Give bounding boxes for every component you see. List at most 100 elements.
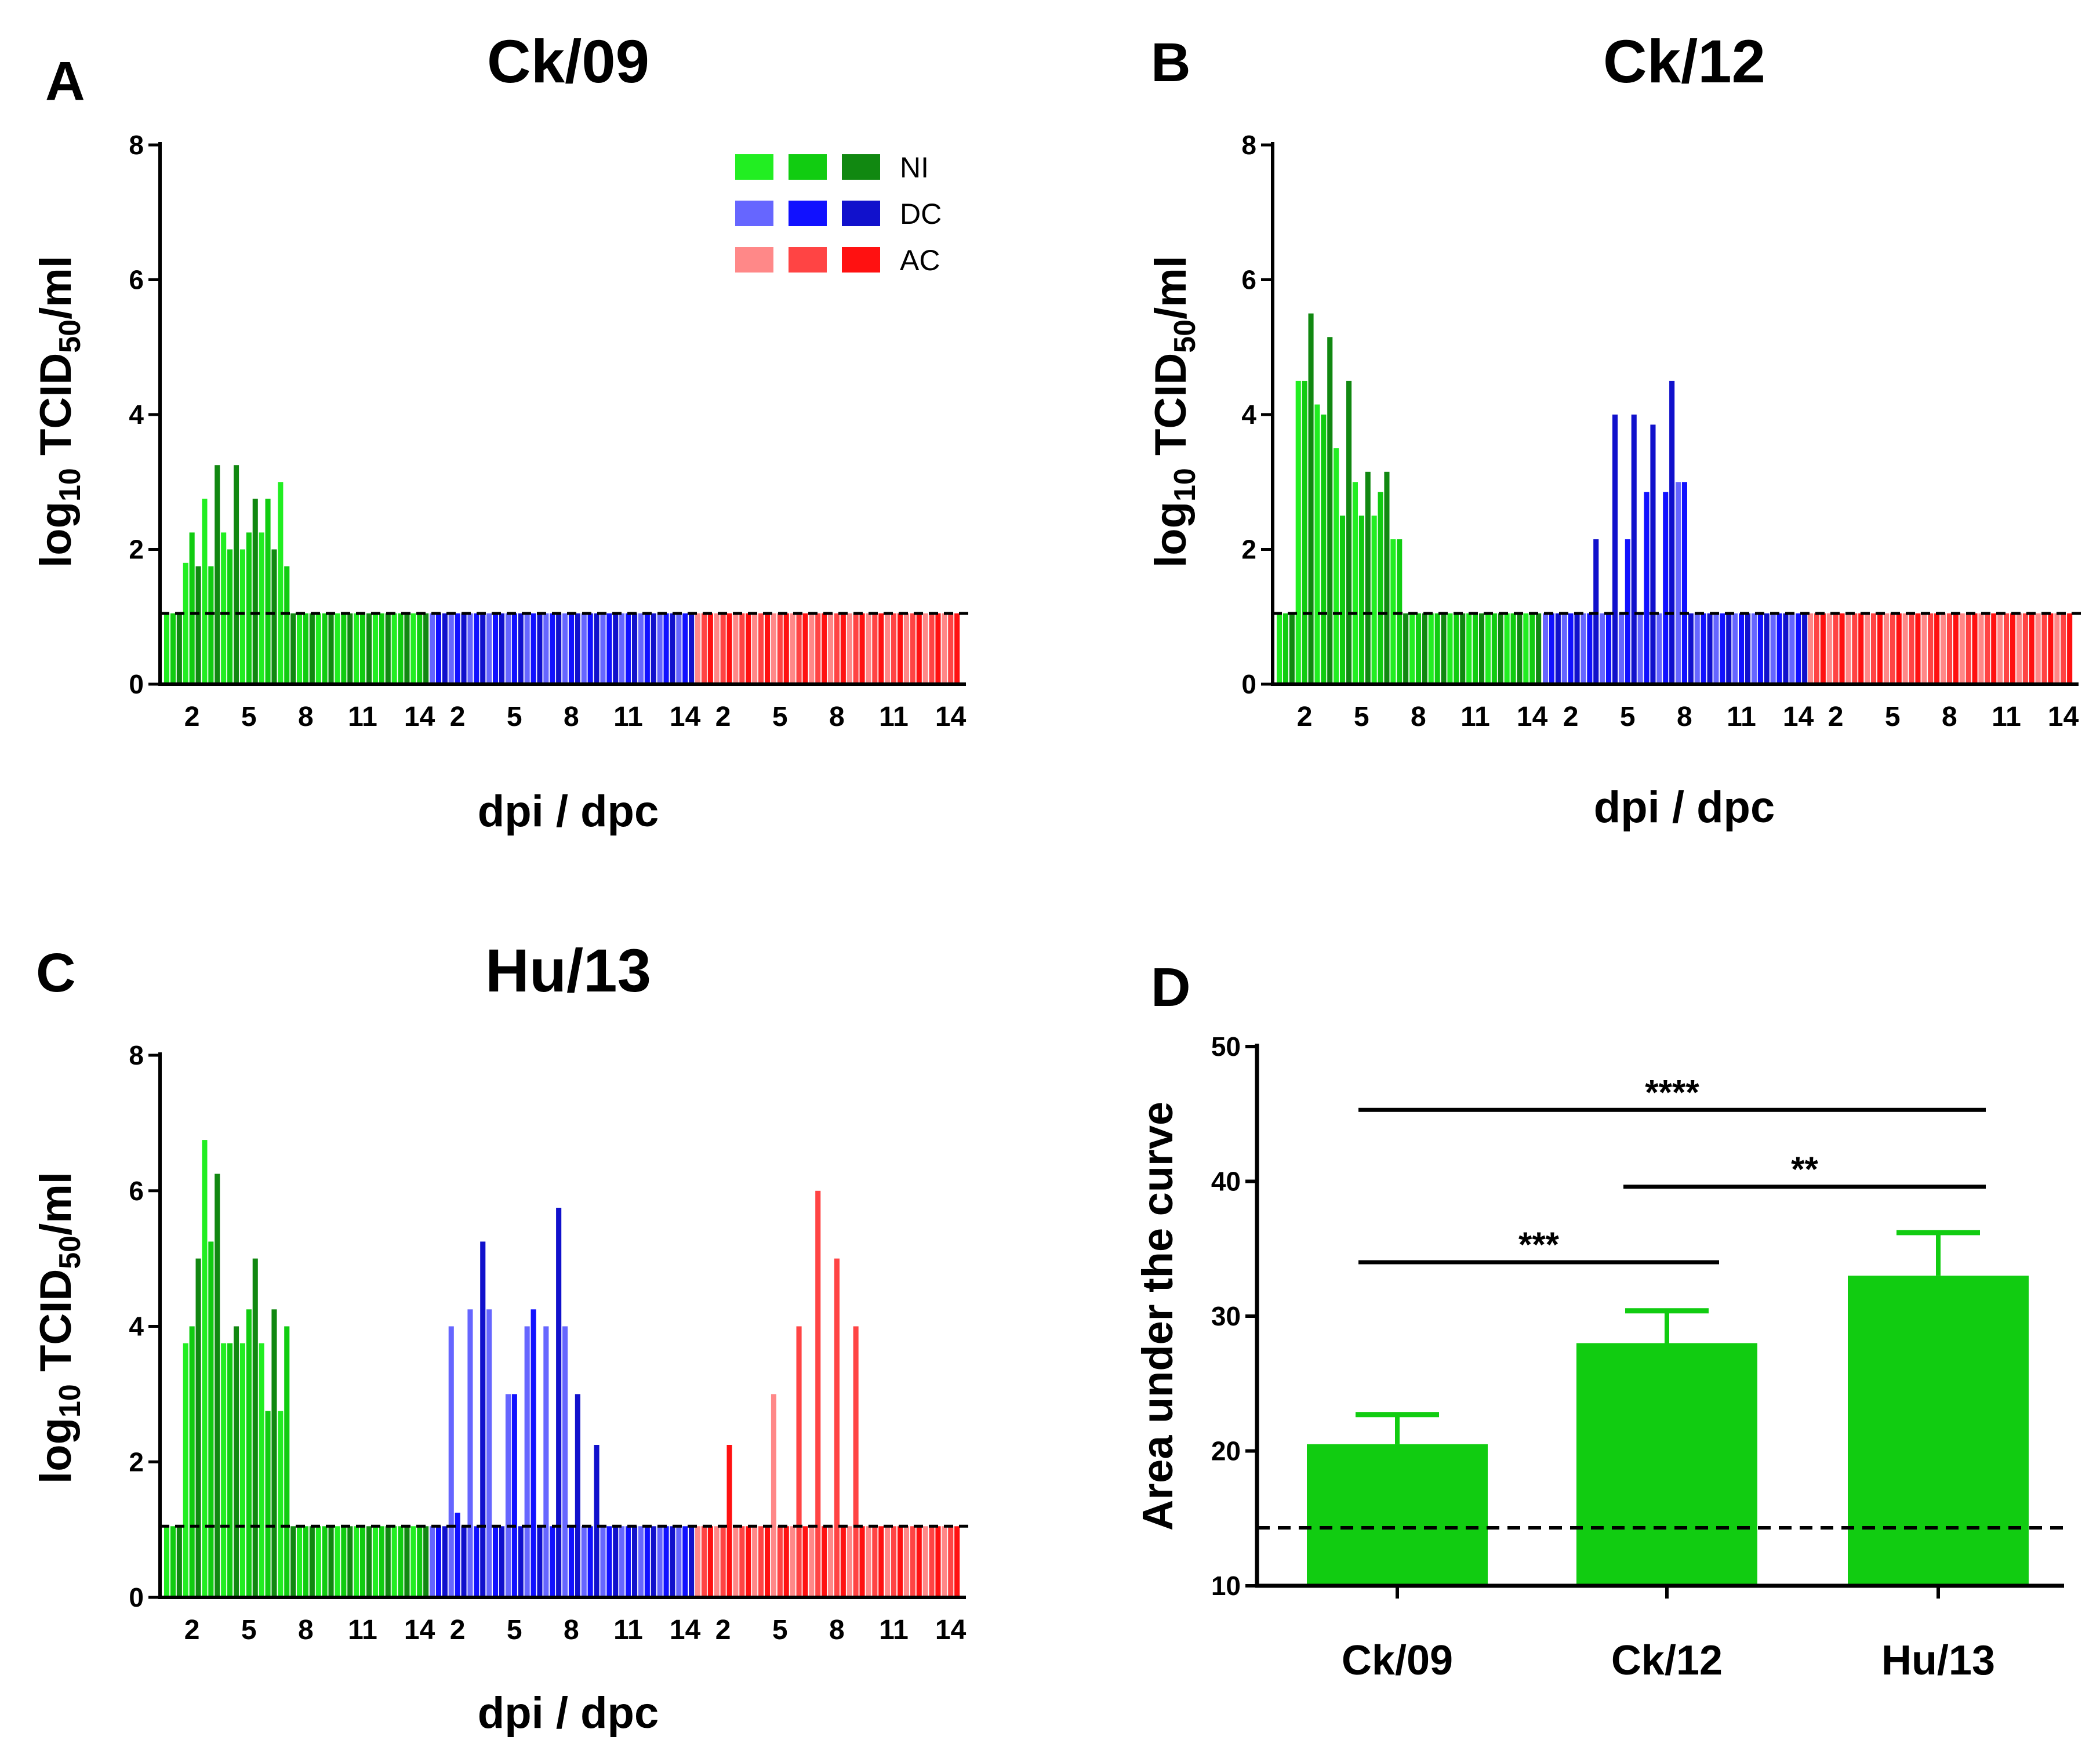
- bar-ni-day8-s2: [1415, 613, 1421, 684]
- panel-b-xtick-ac-11: 11: [1992, 702, 2021, 732]
- bar-ac-day7-s3: [822, 1526, 827, 1597]
- legend-swatch-ni-2: [789, 154, 827, 180]
- bar-dc-day1-s1: [430, 613, 435, 684]
- panel-c-xtick-dc-11: 11: [613, 1615, 643, 1645]
- bar-ni-day5-s2: [1358, 515, 1364, 684]
- panel-d-ytick-40: 40: [1211, 1167, 1241, 1197]
- bar-ac-day10-s2: [872, 1526, 878, 1597]
- bar-dc-day11-s1: [619, 1526, 625, 1597]
- panel-a-ylabel-tcid: TCID: [31, 353, 81, 468]
- panel-d-letter: D: [1151, 957, 1191, 1018]
- bar-dc-day1-s2: [1549, 613, 1554, 684]
- panel-b-xtick-ni-11: 11: [1460, 702, 1490, 732]
- bar-ac-day4-s2: [1871, 613, 1877, 684]
- bar-ac-day13-s2: [929, 1526, 935, 1597]
- panel-b-xtick-ni-8: 8: [1411, 702, 1426, 732]
- bar-dc-day10-s1: [600, 613, 606, 684]
- bar-ac-day12-s1: [2016, 613, 2022, 684]
- bar-ni-day11-s3: [366, 613, 372, 684]
- bar-dc-day5-s1: [1618, 613, 1624, 684]
- panel-c-xtick-dc-5: 5: [507, 1615, 522, 1645]
- bar-ac-day11-s1: [885, 613, 891, 684]
- panel-d-yaxis: 10 20 30 40 50: [1211, 1031, 1241, 1601]
- bar-dc-day3-s3: [1593, 539, 1599, 684]
- bar-ac-day2-s3: [726, 613, 732, 684]
- bar-dc-day14-s2: [682, 613, 688, 684]
- bar-dc-day14-s2: [1796, 613, 1801, 684]
- legend-swatch-ac-2: [789, 247, 827, 273]
- bar-ac-day5-s3: [783, 613, 789, 684]
- bar-dc-day3-s2: [1587, 613, 1593, 684]
- bar-dc-day12-s1: [1751, 613, 1757, 684]
- bar-dc-day4-s3: [499, 613, 505, 684]
- bar-ni-day1-s2: [1282, 613, 1288, 684]
- bar-dc-day6-s3: [1650, 424, 1656, 684]
- bar-ac-day1-s1: [695, 1526, 701, 1597]
- panel-b-yaxis: 0 2 4 6 8: [1241, 130, 1256, 699]
- bar-ni-day7-s2: [284, 1326, 290, 1597]
- panel-a-xtick-ac-8: 8: [829, 702, 845, 732]
- bar-ni-day12-s3: [385, 613, 391, 684]
- bar-dc-day4-s1: [486, 613, 492, 684]
- bar-ni-day9-s1: [1428, 613, 1434, 684]
- bar-dc-day7-s1: [1656, 613, 1662, 684]
- bar-ac-day10-s3: [878, 1526, 884, 1597]
- panel-c-xtick-ni-8: 8: [298, 1615, 314, 1645]
- bar-dc-day5-s1: [505, 613, 511, 684]
- bar-ac-day14-s1: [2054, 613, 2060, 684]
- bar-ac-day13-s3: [935, 613, 941, 684]
- bar-dc-day10-s1: [1713, 613, 1719, 684]
- bar-ni-day1-s3: [176, 613, 182, 684]
- bar-ac-day9-s2: [1965, 613, 1971, 684]
- bar-ac-day4-s2: [758, 613, 764, 684]
- panel-b-ylabel-sub10: 10: [1168, 468, 1202, 502]
- bar-dc-day11-s1: [1732, 613, 1738, 684]
- bar-ni-day10-s2: [341, 613, 347, 684]
- bar-dc-day5-s3: [1631, 415, 1637, 684]
- bar-dc-day11-s2: [626, 1526, 631, 1597]
- bar-ac-day9-s2: [853, 613, 859, 684]
- bar-ac-day8-s3: [1953, 613, 1959, 684]
- bar-ac-day2-s1: [714, 613, 720, 684]
- bar-ni-day9-s3: [328, 613, 334, 684]
- bar-dc-day13-s3: [670, 1526, 675, 1597]
- bar-ni-day1-s3: [1289, 613, 1295, 684]
- panel-a-xtick-dc-11: 11: [613, 702, 643, 732]
- bar-ac-day5-s3: [1896, 613, 1902, 684]
- panel-b-xtick-ac-5: 5: [1885, 702, 1901, 732]
- bar-dc-day2-s3: [461, 1526, 467, 1597]
- bar-ni-day3-s3: [1327, 337, 1333, 684]
- bar-dc-day8-s2: [1681, 482, 1687, 685]
- bar-ni-day9-s1: [315, 1526, 321, 1597]
- bar-ac-day12-s3: [916, 1526, 922, 1597]
- bar-ac-day4-s1: [752, 613, 758, 684]
- bar-dc-day7-s2: [550, 1526, 555, 1597]
- panel-c-xtick-ac-5: 5: [772, 1615, 788, 1645]
- bar-ac-day10-s1: [1978, 613, 1984, 684]
- bar-ni-day8-s1: [297, 1526, 303, 1597]
- bar-ac-day7-s1: [809, 613, 815, 684]
- bar-ck09: [1307, 1444, 1488, 1586]
- panel-a-legend: NI DC AC: [735, 151, 942, 277]
- panel-b-xtick-dc-5: 5: [1620, 702, 1636, 732]
- panel-b-letter: B: [1151, 32, 1191, 93]
- panel-a-ylabel-sub50: 50: [53, 319, 87, 353]
- panel-b-xtick-ac-14: 14: [2048, 702, 2079, 732]
- bar-ni-day13-s2: [398, 1526, 404, 1597]
- bar-dc-day8-s1: [562, 1326, 568, 1597]
- bar-ac-day6-s1: [790, 1526, 795, 1597]
- bar-ac-day2-s3: [1839, 613, 1845, 684]
- bar-ni-day6-s2: [265, 499, 271, 684]
- bar-ac-day5-s3: [783, 1526, 789, 1597]
- bar-ac-day3-s1: [733, 1526, 739, 1597]
- bar-dc-day9-s2: [587, 1526, 593, 1597]
- bar-ac-day4-s1: [1865, 613, 1870, 684]
- bar-ac-day13-s3: [2048, 613, 2054, 684]
- bar-ac-day9-s3: [859, 1526, 865, 1597]
- bar-ac-day1-s1: [695, 613, 701, 684]
- bar-ni-day4-s2: [1340, 515, 1346, 684]
- bar-dc-day12-s2: [644, 1526, 650, 1597]
- bar-dc-day6-s1: [524, 613, 530, 684]
- bar-dc-day11-s1: [619, 613, 625, 684]
- bar-ac-day3-s3: [746, 613, 751, 684]
